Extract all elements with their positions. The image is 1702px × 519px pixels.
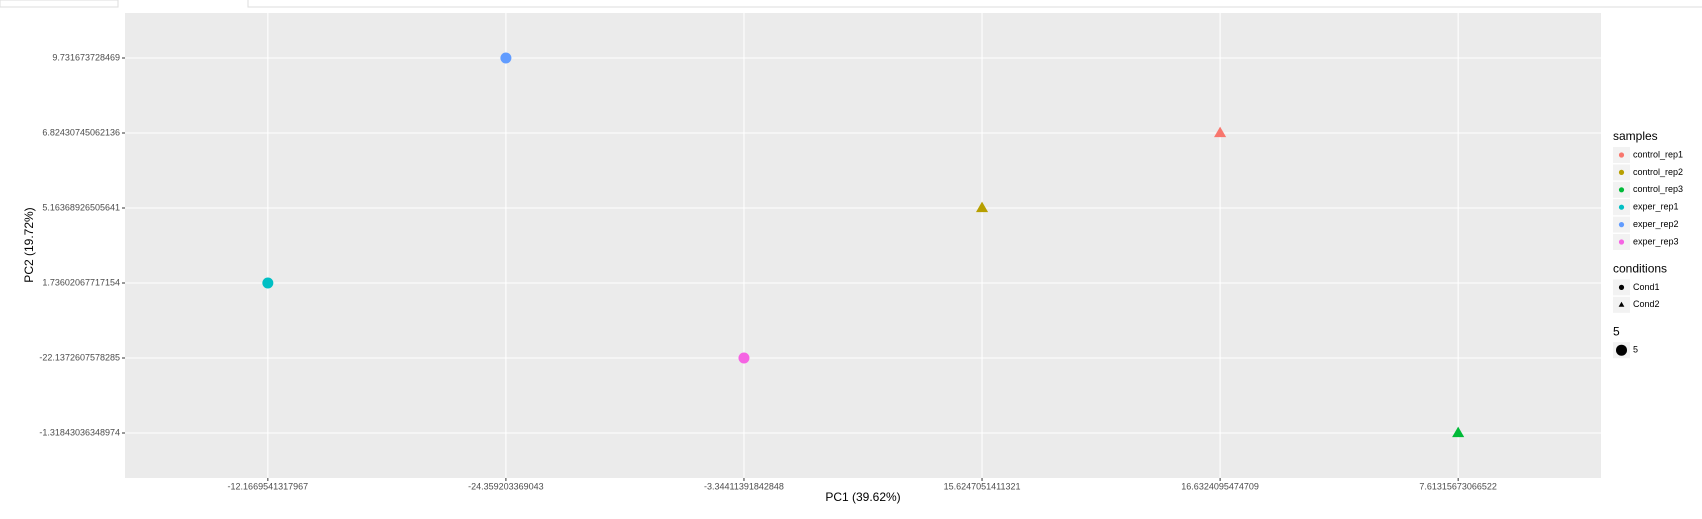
point: [1452, 426, 1465, 438]
point: [975, 201, 989, 213]
legend-swatch: [1618, 222, 1625, 228]
y-tick-label: -22.1372607578285: [39, 352, 120, 362]
x-tick-label: 15.6247051411321: [944, 481, 1021, 491]
legend-swatch: [1618, 284, 1625, 290]
legend-label: control_rep1: [1633, 149, 1683, 159]
legend-title: samples: [1613, 129, 1658, 143]
x-tick-label: -3.34411391842848: [704, 481, 784, 491]
point: [1214, 126, 1227, 138]
legend-swatch: [1618, 301, 1625, 307]
legend-label: 5: [1633, 345, 1638, 355]
tab-panel: [247, 0, 1702, 8]
x-axis-title: PC1 (39.62%): [825, 490, 900, 504]
legend-label: Cond1: [1633, 282, 1660, 292]
y-tick-label: 5.16368926505641: [42, 202, 120, 212]
y-tick-label: 6.82430745062136: [42, 127, 120, 137]
legend-swatch: [1616, 344, 1627, 356]
legend-swatch: [1618, 152, 1625, 158]
legend-swatch: [1618, 239, 1625, 245]
legend-label: control_rep3: [1633, 184, 1683, 194]
y-tick-label: 9.731673728469: [52, 52, 120, 62]
tab[interactable]: [0, 0, 119, 8]
legend-swatch: [1618, 169, 1625, 175]
legend-label: control_rep2: [1633, 167, 1683, 177]
point: [262, 277, 274, 289]
x-tick-label: 16.6324095474709: [1181, 481, 1259, 491]
y-tick-label: -1.31843036348974: [39, 427, 120, 437]
point: [500, 52, 512, 64]
legend-label: Cond2: [1633, 299, 1660, 309]
legend-label: exper_rep1: [1633, 202, 1679, 212]
legend-swatch: [1618, 204, 1625, 210]
legend-label: exper_rep2: [1633, 219, 1679, 229]
x-tick-label: 7.61315673066522: [1419, 481, 1497, 491]
point: [738, 352, 750, 364]
plot-panel: [125, 13, 1601, 478]
legend-title: 5: [1613, 324, 1620, 338]
x-tick-label: -12.1669541317967: [228, 481, 309, 491]
y-tick-label: 1.73602067717154: [42, 277, 120, 287]
y-axis-title: PC2 (19.72%): [22, 207, 36, 282]
legend-label: exper_rep3: [1633, 236, 1679, 246]
x-tick-label: -24.359203369043: [468, 481, 544, 491]
legend-swatch: [1618, 187, 1625, 193]
legend-title: conditions: [1613, 262, 1667, 276]
